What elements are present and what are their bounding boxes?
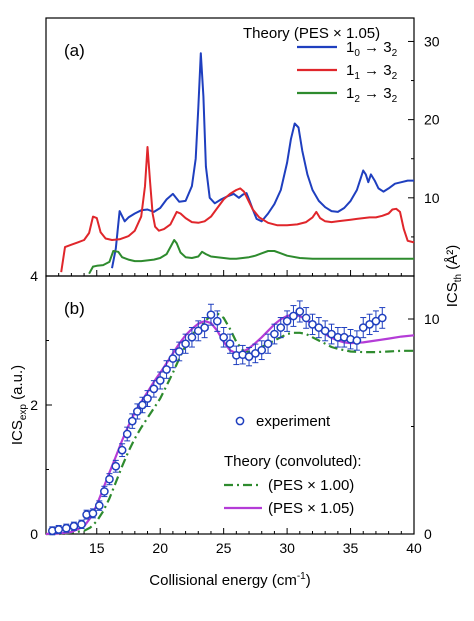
panel-a-series-line-2: [88, 239, 414, 275]
experiment-point: [88, 509, 98, 518]
panel-a-legend: 10 → 32 11 → 32 12 → 32: [297, 39, 398, 105]
experiment-point: [133, 407, 142, 416]
legend-theory-title: Theory (convoluted):: [224, 453, 362, 470]
experiment-point: [122, 429, 132, 439]
experiment-point: [138, 400, 147, 410]
experiment-point: [105, 474, 114, 484]
experiment-point: [282, 316, 292, 326]
panel-a-series-layer: [60, 52, 415, 275]
panel-b-right-tick-label: 0: [424, 526, 432, 542]
x-tick-label: 20: [152, 540, 168, 556]
left-tick-label: 4: [30, 268, 38, 284]
experiment-point: [219, 332, 229, 342]
experiment-point: [187, 332, 197, 342]
experiment-point: [77, 519, 86, 529]
panel-a-series-line-1: [60, 146, 415, 273]
experiment-point: [289, 311, 298, 321]
panel-b-theory-line-1: [46, 312, 414, 536]
panel-a-legend-label-2: 12 → 32: [346, 85, 398, 105]
experiment-point: [200, 323, 209, 332]
experiment-point: [143, 394, 152, 403]
experiment-point: [168, 354, 178, 363]
experiment-point: [111, 461, 121, 471]
panel-b-series-layer: [45, 300, 415, 536]
left-tick-label: 0: [30, 526, 38, 542]
experiment-point: [69, 521, 79, 531]
x-tick-label: 25: [216, 540, 232, 556]
left-tick-label: 2: [30, 397, 38, 413]
experiment-point: [225, 339, 235, 349]
x-tick-label: 30: [279, 540, 295, 556]
experiment-point: [174, 347, 184, 356]
x-axis-title: Collisional energy (cm-1): [149, 571, 310, 589]
experiment-point: [94, 501, 104, 510]
panel-a-legend-label-1: 11 → 32: [346, 62, 398, 82]
experiment-point: [263, 339, 273, 349]
experiment-point: [117, 445, 127, 455]
x-tick-label: 15: [89, 540, 105, 556]
right-y-axis-title: ICSth (Å²): [444, 245, 464, 308]
panel-a-label: (a): [64, 41, 85, 60]
experiment-point: [100, 487, 109, 496]
x-tick-label: 35: [343, 540, 359, 556]
experiment-point: [181, 339, 190, 349]
experiment-point: [352, 336, 362, 345]
panel-a-right-tick-label: 20: [424, 112, 440, 128]
experiment-point: [162, 365, 171, 374]
legend-experiment-marker: [235, 416, 245, 426]
experiment-point: [257, 345, 267, 355]
legend-pes105-label: (PES × 1.05): [268, 500, 354, 517]
panel-b-label: (b): [64, 299, 85, 318]
experiment-point: [149, 384, 159, 394]
experiment-point: [212, 316, 222, 326]
experiment-point: [270, 329, 279, 339]
panel-b-right-tick-label: 10: [424, 311, 440, 327]
panel-a-series-line-0: [111, 52, 414, 269]
x-tick-label: 40: [406, 540, 422, 556]
panel-a-right-tick-label: 10: [424, 190, 440, 206]
left-y-axis-title: ICSexp (a.u.): [9, 365, 29, 445]
panel-a-legend-label-0: 10 → 32: [346, 39, 398, 59]
legend-experiment-label: experiment: [256, 413, 331, 430]
experiment-point: [127, 416, 137, 426]
panel-a-right-tick-label: 30: [424, 33, 440, 49]
experiment-point: [295, 307, 305, 316]
experiment-point: [301, 313, 311, 323]
legend-pes100-label: (PES × 1.00): [268, 477, 354, 494]
experiment-point: [276, 323, 286, 332]
experiment-point: [61, 523, 71, 533]
experiment-point: [206, 310, 216, 320]
experiment-point: [155, 376, 165, 385]
panel-a-legend-title: Theory (PES × 1.05): [243, 25, 380, 42]
experiment-point: [54, 525, 64, 534]
experiment-point: [377, 313, 387, 323]
